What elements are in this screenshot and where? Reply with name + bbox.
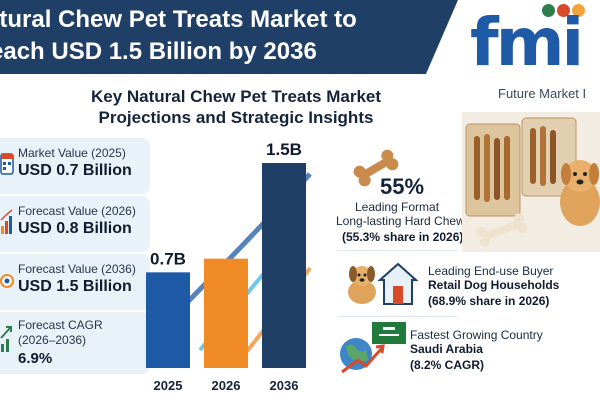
logo-globe-dots [542,4,587,22]
chart-labels: 2025 0.7B 2026 2036 1.5B [150,140,302,393]
market-growth-chart: 2025 0.7B 2026 2036 1.5B [146,140,312,393]
x-tick-label: 2036 [270,378,299,393]
bar-value-label: 0.7B [150,249,186,268]
buyer-name: Retail Dog Households [428,278,560,292]
dog-house-icon [340,252,419,313]
growth-arrow-icon [0,322,14,356]
bar-2025 [146,272,190,368]
bone-icon [348,148,404,193]
format-share-percent: 55% [380,174,425,199]
cagr-label-line1: Forecast CAGR [18,318,103,332]
globe-flag-icon [336,320,412,385]
stat-label: Forecast Value (2026) [18,204,136,218]
format-name: Long-lasting Hard Chews [336,214,471,228]
country-name: Saudi Arabia [410,342,483,356]
stat-label: Market Value (2025) [18,146,126,160]
stat-card-forecast-2026: Forecast Value (2026) USD 0.8 Billion [0,196,150,252]
bar-2036 [262,163,306,368]
country-title: Fastest Growing Country [410,328,543,342]
divider [338,316,458,317]
banner-title-line2: each USD 1.5 Billion by 2036 [0,38,317,65]
stat-value: USD 1.5 Billion [18,278,132,295]
stat-card-market-value-2025: Market Value (2025) USD 0.7 Billion [0,138,150,194]
globe-gear-icon [0,264,14,298]
company-logo: fmi Future Market I [462,2,600,112]
chart-bars [146,163,306,368]
divider [338,250,458,251]
calendar-icon [0,148,14,182]
cagr-label-line2: (2026–2036) [18,333,87,347]
stat-card-forecast-2036: Forecast Value (2036) USD 1.5 Billion [0,254,150,310]
logo-tagline: Future Market I [498,86,587,101]
x-tick-label: 2025 [154,378,183,393]
stat-card-forecast-cagr: Forecast CAGR (2026–2036) 6.9% [0,312,150,374]
format-title: Leading Format [355,200,440,214]
format-detail: (55.3% share in 2026) [342,230,464,244]
buyer-title: Leading End-use Buyer [428,264,554,278]
logo-letters: fmi [470,4,584,81]
pet-treats-photo [462,112,600,252]
bar-2026 [204,258,248,368]
banner-title-line1: atural Chew Pet Treats Market to [0,6,357,33]
banner-title: atural Chew Pet Treats Market to each US… [0,4,426,68]
infographic-subtitle: Key Natural Chew Pet Treats Market Proje… [86,86,386,128]
buyer-detail: (68.9% share in 2026) [428,294,550,308]
stat-value: USD 0.8 Billion [18,220,132,237]
stat-value: 6.9% [18,350,53,367]
chart-icon [0,206,14,240]
stat-label: Forecast Value (2036) [18,262,136,276]
country-detail: (8.2% CAGR) [410,358,485,372]
stat-value: USD 0.7 Billion [18,162,132,179]
bar-value-label: 1.5B [266,140,302,159]
header-banner [0,0,458,74]
stat-label: Forecast CAGR (2026–2036) [18,318,103,348]
subtitle-line2: Projections and Strategic Insights [98,108,374,127]
subtitle-line1: Key Natural Chew Pet Treats Market [90,87,382,106]
x-tick-label: 2026 [212,378,241,393]
